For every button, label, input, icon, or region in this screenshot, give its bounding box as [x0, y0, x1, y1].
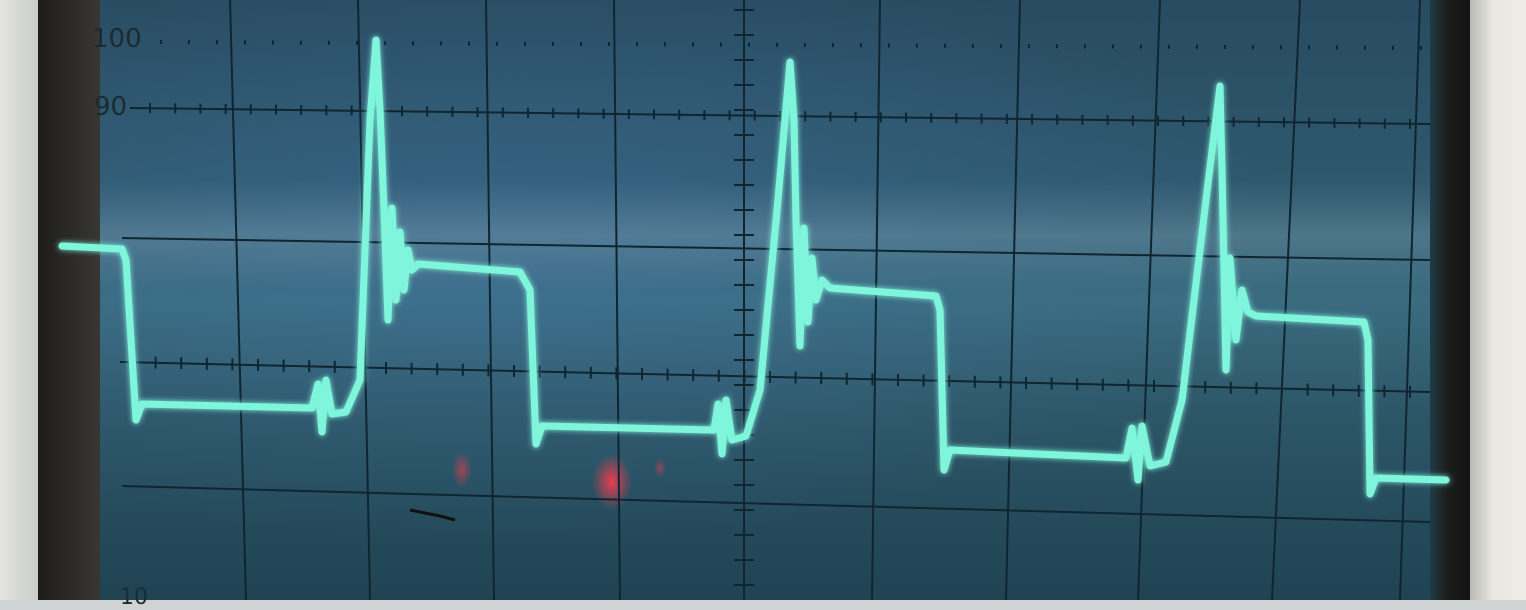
- red-glare: [654, 458, 666, 478]
- red-glare: [592, 454, 632, 510]
- screen-frame-left: [38, 0, 108, 600]
- red-glare: [452, 452, 472, 488]
- dust-mark: [409, 508, 456, 522]
- screen-frame-right: [1430, 0, 1474, 600]
- graticule-label-10: 10: [120, 585, 148, 610]
- graticule-label-90: 90: [94, 92, 128, 122]
- waveform-trace: [58, 36, 1450, 498]
- instrument-bezel-right: [1470, 0, 1526, 600]
- instrument-bezel-left: [0, 0, 40, 600]
- graticule-100-dotted: [159, 40, 1431, 50]
- graticule-label-100: 100: [92, 24, 142, 54]
- graticule-ticks: [129, 9, 1411, 586]
